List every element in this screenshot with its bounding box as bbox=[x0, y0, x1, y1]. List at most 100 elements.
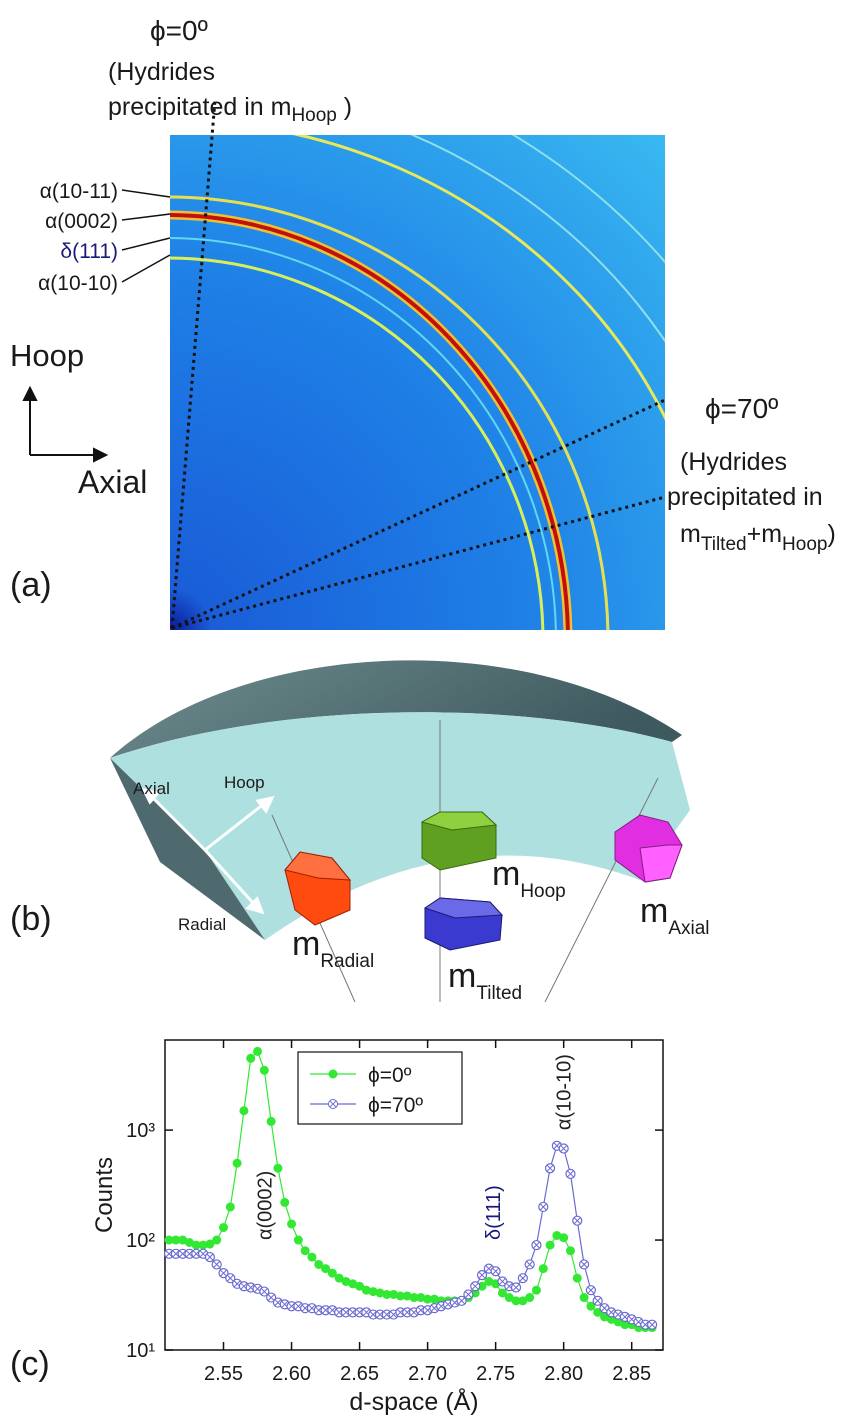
x-tick-label: 2.80 bbox=[544, 1363, 583, 1385]
data-point bbox=[464, 1290, 473, 1299]
data-point bbox=[518, 1274, 527, 1283]
ring-label: α(10-10) bbox=[38, 272, 118, 295]
legend-label: ϕ=70º bbox=[368, 1094, 423, 1117]
data-point bbox=[546, 1164, 555, 1173]
tube-sketch bbox=[110, 660, 690, 1002]
x-tick-label: 2.85 bbox=[612, 1363, 651, 1385]
y-tick-label: 10³ bbox=[126, 1120, 155, 1142]
data-point bbox=[253, 1047, 262, 1056]
subscript: Radial bbox=[320, 951, 374, 972]
direction-label: Radial bbox=[178, 915, 226, 934]
direction-label: Hoop bbox=[224, 773, 265, 792]
crystal-label: mRadial bbox=[292, 925, 374, 972]
data-point bbox=[525, 1260, 534, 1269]
data-point bbox=[280, 1198, 289, 1207]
crystal-tilted bbox=[425, 898, 502, 950]
phi70-note: mTilted+mHoop) bbox=[680, 520, 836, 555]
y-tick-label: 10¹ bbox=[126, 1340, 155, 1362]
crystal-letter: m bbox=[640, 892, 668, 930]
x-axis-title: d-space (Å) bbox=[349, 1386, 478, 1416]
data-point bbox=[532, 1286, 541, 1295]
data-point bbox=[566, 1246, 575, 1255]
data-point bbox=[212, 1260, 221, 1269]
subscript: Tilted bbox=[476, 983, 522, 1004]
data-point bbox=[573, 1274, 582, 1283]
data-point bbox=[559, 1144, 568, 1153]
data-point bbox=[212, 1236, 221, 1245]
legend-label: ϕ=0º bbox=[368, 1064, 412, 1087]
page: ϕ=0º (Hydrides precipitated in mHoop ) α… bbox=[0, 0, 868, 1416]
note-text: ) bbox=[337, 93, 352, 121]
note-text: ) bbox=[827, 520, 835, 548]
data-point bbox=[559, 1233, 568, 1242]
data-point bbox=[593, 1296, 602, 1305]
data-point bbox=[205, 1253, 214, 1262]
subscript: Hoop bbox=[782, 534, 827, 555]
subscript: Hoop bbox=[291, 105, 336, 126]
data-point bbox=[246, 1054, 255, 1063]
x-tick-label: 2.60 bbox=[272, 1363, 311, 1385]
data-point bbox=[301, 1246, 310, 1255]
direction-label: Axial bbox=[133, 779, 170, 798]
data-point bbox=[267, 1117, 276, 1126]
figure: ϕ=0º (Hydrides precipitated in mHoop ) α… bbox=[0, 0, 868, 1416]
y-tick-label: 10² bbox=[126, 1230, 155, 1252]
data-point bbox=[539, 1264, 548, 1273]
y-axis-title: Counts bbox=[91, 1157, 118, 1233]
panel-label: (b) bbox=[10, 900, 52, 938]
x-tick-label: 2.70 bbox=[408, 1363, 447, 1385]
x-tick-label: 2.75 bbox=[476, 1363, 515, 1385]
data-point bbox=[539, 1202, 548, 1211]
note-text: m bbox=[680, 520, 701, 548]
ring-label: α(0002) bbox=[45, 210, 118, 233]
data-point bbox=[648, 1320, 657, 1329]
legend: ϕ=0º ϕ=70º bbox=[298, 1052, 462, 1124]
data-point bbox=[525, 1293, 534, 1302]
data-point bbox=[546, 1241, 555, 1250]
data-point bbox=[233, 1159, 242, 1168]
data-point bbox=[580, 1260, 589, 1269]
annotation: δ(111) bbox=[483, 1185, 505, 1240]
data-point bbox=[566, 1169, 575, 1178]
data-point bbox=[580, 1293, 589, 1302]
subscript: Axial bbox=[668, 918, 709, 939]
panel-label: (c) bbox=[10, 1345, 50, 1383]
x-tick-label: 2.65 bbox=[340, 1363, 379, 1385]
phi0-label: ϕ=0º bbox=[150, 15, 208, 46]
x-tick-label: 2.55 bbox=[204, 1363, 243, 1385]
data-point bbox=[226, 1202, 235, 1211]
data-point bbox=[307, 1253, 316, 1262]
panel-label: (a) bbox=[10, 566, 52, 604]
phi0-note: precipitated in mHoop ) bbox=[108, 93, 352, 126]
data-point bbox=[573, 1216, 582, 1225]
ring-label: δ(111) bbox=[60, 240, 118, 263]
phi0-note: (Hydrides bbox=[108, 58, 215, 86]
crystal-label: mTilted bbox=[448, 957, 522, 1004]
data-point bbox=[491, 1267, 500, 1276]
data-point bbox=[239, 1106, 248, 1115]
note-text: +m bbox=[747, 520, 782, 548]
data-point bbox=[260, 1066, 269, 1075]
direction-label: Axial bbox=[78, 464, 147, 500]
data-point bbox=[471, 1282, 480, 1291]
subscript: Tilted bbox=[701, 534, 747, 555]
data-point bbox=[219, 1223, 228, 1232]
legend-marker bbox=[329, 1070, 338, 1079]
phi70-label: ϕ=70º bbox=[705, 393, 778, 424]
data-point bbox=[287, 1219, 296, 1228]
phi70-note: precipitated in bbox=[667, 483, 823, 511]
annotation: α(10-10) bbox=[554, 1054, 576, 1130]
ring-label: α(10-11) bbox=[40, 180, 118, 203]
data-point bbox=[532, 1241, 541, 1250]
phi70-note: (Hydrides bbox=[680, 448, 787, 476]
subscript: Hoop bbox=[520, 881, 565, 902]
crystal-hoop bbox=[422, 812, 496, 870]
annotation: α(0002) bbox=[254, 1171, 276, 1240]
crystal-letter: m bbox=[448, 957, 476, 995]
crystal-label: mHoop bbox=[492, 855, 566, 902]
crystal-label: mAxial bbox=[640, 892, 710, 939]
crystal-letter: m bbox=[492, 855, 520, 893]
data-point bbox=[512, 1283, 521, 1292]
data-point bbox=[294, 1236, 303, 1245]
crystal-letter: m bbox=[292, 925, 320, 963]
